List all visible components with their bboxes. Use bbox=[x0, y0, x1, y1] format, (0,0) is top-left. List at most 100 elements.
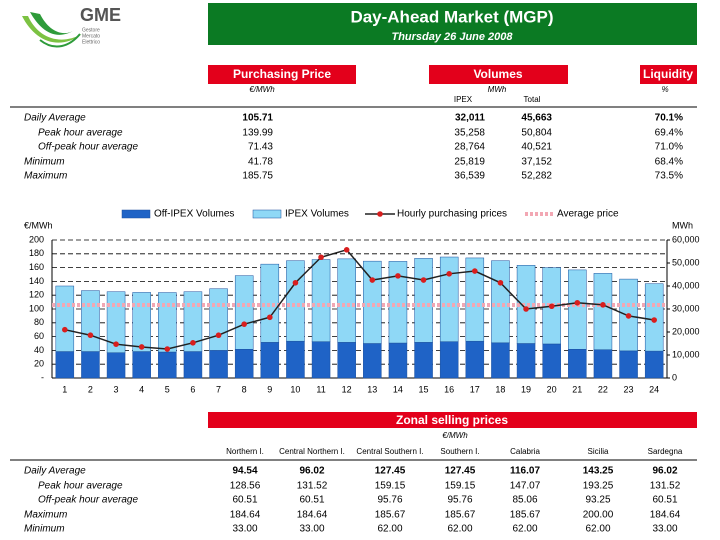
price-point bbox=[523, 306, 529, 312]
cell: 127.45 bbox=[445, 466, 476, 477]
cell: 40,521 bbox=[521, 142, 552, 153]
cell: 71.0% bbox=[655, 142, 683, 153]
y2-tick-label: 30,000 bbox=[672, 303, 700, 313]
x-tick-label: 24 bbox=[649, 384, 659, 394]
unit: €/MWh bbox=[442, 431, 468, 440]
col-header: Purchasing Price bbox=[233, 67, 331, 81]
bar bbox=[209, 350, 228, 379]
y-tick-label: - bbox=[41, 372, 44, 382]
cell: 200.00 bbox=[583, 510, 614, 521]
legend-label: Average price bbox=[557, 209, 619, 220]
unit: MWh bbox=[488, 85, 507, 94]
y2-tick-label: 10,000 bbox=[672, 349, 700, 359]
price-point bbox=[472, 268, 478, 274]
bar bbox=[439, 256, 459, 342]
bar bbox=[363, 343, 382, 379]
y-tick-label: 40 bbox=[34, 345, 44, 355]
bar bbox=[337, 342, 356, 379]
bar bbox=[234, 275, 254, 350]
cell: 128.56 bbox=[230, 481, 261, 492]
col-header: Sicilia bbox=[588, 447, 609, 456]
legend-label: Hourly purchasing prices bbox=[397, 209, 507, 220]
price-point bbox=[369, 277, 376, 283]
cell: 159.15 bbox=[375, 481, 406, 492]
cell: 127.45 bbox=[375, 466, 406, 477]
price-point bbox=[190, 340, 196, 346]
cell: 143.25 bbox=[583, 466, 614, 477]
cell: 193.25 bbox=[583, 481, 614, 492]
bar bbox=[81, 351, 100, 379]
bar bbox=[106, 352, 126, 379]
y-tick-label: 160 bbox=[29, 262, 44, 272]
y2-tick-label: 20,000 bbox=[672, 326, 700, 336]
x-tick-label: 22 bbox=[598, 384, 608, 394]
bar bbox=[286, 260, 305, 342]
cell: 69.4% bbox=[655, 128, 683, 139]
row-label: Peak hour average bbox=[38, 128, 123, 139]
bar bbox=[158, 292, 177, 353]
cell: 37,152 bbox=[521, 157, 552, 168]
y-tick-label: 140 bbox=[29, 276, 44, 286]
cell: 159.15 bbox=[445, 481, 476, 492]
price-line bbox=[64, 248, 655, 350]
x-tick-label: 19 bbox=[521, 384, 531, 394]
price-point bbox=[548, 303, 555, 310]
bar bbox=[388, 342, 408, 379]
col-header: Sardegna bbox=[648, 447, 683, 456]
row-label: Minimum bbox=[24, 157, 65, 168]
price-point bbox=[420, 277, 427, 283]
x-tick-label: 3 bbox=[114, 384, 119, 394]
x-tick-label: 18 bbox=[495, 384, 505, 394]
price-point bbox=[241, 321, 247, 327]
cell: 73.5% bbox=[655, 171, 683, 182]
col-header: Central Southern I. bbox=[356, 447, 423, 456]
cell: 60.51 bbox=[652, 495, 677, 506]
bar bbox=[158, 351, 177, 379]
price-point bbox=[164, 346, 171, 352]
price-point bbox=[138, 344, 145, 350]
cell: 116.07 bbox=[510, 466, 540, 477]
cell: 33.00 bbox=[652, 524, 677, 535]
y2-tick-label: 50,000 bbox=[672, 257, 700, 267]
cell: 50,804 bbox=[521, 128, 552, 139]
y-tick-label: 200 bbox=[29, 234, 44, 244]
logo: GME Gestore Mercato Elettrico bbox=[22, 5, 121, 48]
bar bbox=[644, 350, 664, 379]
col-header: Central Northern I. bbox=[279, 447, 345, 456]
bar bbox=[183, 351, 203, 379]
cell: 62.00 bbox=[447, 524, 472, 535]
x-tick-label: 10 bbox=[290, 384, 300, 394]
x-tick-label: 4 bbox=[139, 384, 144, 394]
y-tick-label: 80 bbox=[34, 317, 44, 327]
subtitle: Thursday 26 June 2008 bbox=[391, 31, 513, 43]
col-header: Liquidity bbox=[643, 67, 693, 81]
cell: 184.64 bbox=[650, 510, 681, 521]
bar bbox=[55, 351, 75, 379]
x-tick-label: 16 bbox=[444, 384, 454, 394]
bar bbox=[414, 258, 433, 343]
price-point bbox=[600, 302, 606, 308]
cell: 62.00 bbox=[377, 524, 402, 535]
sub-header: Total bbox=[524, 95, 541, 104]
price-point bbox=[574, 299, 581, 306]
logo-sub: Mercato bbox=[82, 33, 100, 39]
bar bbox=[234, 349, 254, 379]
price-point bbox=[343, 247, 350, 253]
x-tick-label: 5 bbox=[165, 384, 170, 394]
unit: €/MWh bbox=[249, 85, 275, 94]
x-tick-label: 20 bbox=[547, 384, 557, 394]
logo-text: GME bbox=[80, 5, 121, 25]
y-tick-label: 120 bbox=[29, 290, 44, 300]
cell: 147.07 bbox=[510, 481, 541, 492]
cell: 32,011 bbox=[455, 113, 485, 124]
legend-label: IPEX Volumes bbox=[285, 209, 349, 220]
bar bbox=[465, 257, 485, 342]
cell: 139.99 bbox=[242, 128, 273, 139]
price-point bbox=[62, 326, 68, 333]
bar bbox=[311, 259, 331, 342]
col-header: Volumes bbox=[473, 67, 522, 81]
bar bbox=[593, 349, 613, 379]
cell: 70.1% bbox=[655, 113, 683, 124]
cell: 96.02 bbox=[652, 466, 677, 477]
